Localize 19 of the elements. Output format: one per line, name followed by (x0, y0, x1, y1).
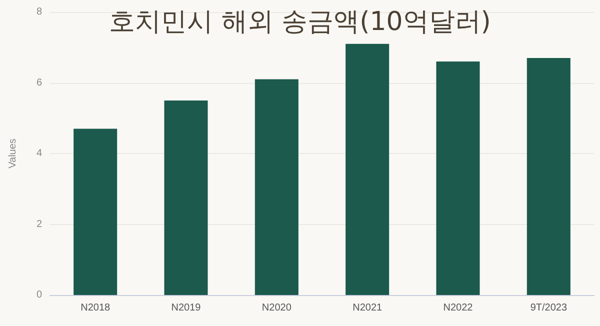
x-tick-label: N2020 (262, 302, 292, 314)
y-axis-title: Values (8, 138, 18, 168)
bar (436, 62, 480, 295)
x-tick-label: 9T/2023 (530, 302, 568, 314)
bar (164, 100, 208, 295)
x-tick-label: N2018 (80, 302, 111, 314)
y-tick-label: 4 (36, 148, 42, 159)
bar (254, 79, 298, 295)
y-tick-label: 8 (36, 6, 42, 18)
bar (346, 44, 390, 295)
bar (526, 58, 570, 295)
y-tick-label: 6 (36, 77, 42, 88)
x-tick-label: N2022 (443, 302, 474, 314)
x-tick-label: N2021 (352, 302, 383, 314)
bar (74, 128, 118, 295)
y-tick-label: 0 (36, 290, 42, 300)
y-tick-label: 2 (36, 218, 42, 230)
x-tick-label: N2019 (171, 302, 202, 314)
chart-title: 호치민시 해외 송금액(10억달러) (109, 7, 491, 37)
